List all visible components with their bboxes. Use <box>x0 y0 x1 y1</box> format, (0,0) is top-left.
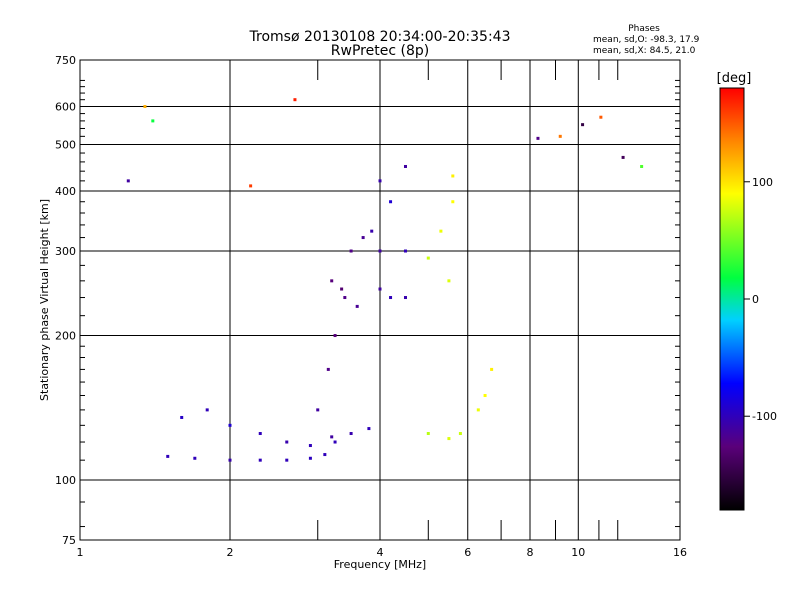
data-point <box>285 440 289 444</box>
data-point <box>483 394 487 398</box>
data-point <box>451 200 455 204</box>
stats-line-x: mean, sd,X: 84.5, 21.0 <box>593 46 696 56</box>
data-point <box>403 296 407 300</box>
data-point <box>389 200 393 204</box>
data-point <box>228 423 232 427</box>
data-point <box>378 249 382 253</box>
x-tick-label: 8 <box>527 546 534 559</box>
colorbar-tick-label: 100 <box>752 176 773 189</box>
data-point <box>258 432 262 436</box>
x-tick-label: 1 <box>77 546 84 559</box>
y-axis-label: Stationary phase Virtual Height [km] <box>38 199 51 401</box>
data-point <box>343 296 347 300</box>
chart-subtitle: RwPretec (8p) <box>331 43 429 59</box>
data-point <box>349 432 353 436</box>
x-tick-label: 16 <box>673 546 687 559</box>
x-tick-label: 6 <box>464 546 471 559</box>
data-point <box>447 279 451 283</box>
data-point <box>166 454 170 458</box>
data-point <box>180 415 184 419</box>
data-point <box>258 458 262 462</box>
grid <box>80 60 680 540</box>
data-point <box>378 179 382 183</box>
data-point <box>330 435 334 439</box>
data-point <box>476 408 480 412</box>
y-tick-label: 100 <box>55 474 76 487</box>
data-point <box>228 458 232 462</box>
data-point <box>193 456 197 460</box>
data-point <box>340 287 344 291</box>
colorbar-ticks: 100 0 -100 <box>744 176 777 423</box>
data-point <box>378 287 382 291</box>
tick-labels: 1 2 4 6 8 10 16 75 100 200 300 400 500 600 750 <box>55 54 687 559</box>
data-point <box>426 432 430 436</box>
plot-frame <box>79 59 681 541</box>
data-point <box>249 184 253 188</box>
data-point <box>458 432 462 436</box>
data-point <box>640 164 644 168</box>
colorbar-label: [deg] <box>717 71 752 86</box>
data-point <box>361 236 365 240</box>
colorbar <box>719 87 745 511</box>
stats-title: Phases <box>628 24 660 34</box>
data-point <box>355 304 359 308</box>
x-tick-label: 2 <box>227 546 234 559</box>
data-point <box>426 256 430 260</box>
data-point <box>330 279 334 283</box>
data-point <box>403 164 407 168</box>
y-tick-label: 75 <box>62 534 76 547</box>
stats-line-o: mean, sd,O: -98.3, 17.9 <box>593 35 700 45</box>
y-tick-label: 600 <box>55 101 76 114</box>
chart-title: Tromsø 20130108 20:34:00-20:35:43 <box>249 29 511 45</box>
data-point <box>599 115 603 119</box>
data-point <box>536 136 540 140</box>
data-point <box>581 123 585 127</box>
data-point <box>143 105 147 109</box>
y-tick-label: 400 <box>55 185 76 198</box>
data-point <box>403 249 407 253</box>
data-point <box>370 229 374 233</box>
data-point <box>367 427 371 431</box>
data-point <box>389 296 393 300</box>
y-tick-label: 750 <box>55 54 76 67</box>
data-point <box>621 155 625 159</box>
x-tick-label: 10 <box>571 546 585 559</box>
data-point <box>349 249 353 253</box>
data-point <box>490 367 494 371</box>
data-point <box>316 408 320 412</box>
data-point <box>439 229 443 233</box>
data-point <box>326 367 330 371</box>
data-point <box>151 119 155 123</box>
data-point <box>285 458 289 462</box>
data-point <box>308 456 312 460</box>
x-tick-label: 4 <box>377 546 384 559</box>
data-point <box>205 408 209 412</box>
y-tick-label: 500 <box>55 139 76 152</box>
y-tick-label: 200 <box>55 330 76 343</box>
data-point <box>126 179 130 183</box>
y-tick-label: 300 <box>55 245 76 258</box>
data-points <box>126 98 644 462</box>
data-point <box>447 437 451 441</box>
data-point <box>558 134 562 138</box>
colorbar-tick-label: 0 <box>752 293 759 306</box>
x-axis-label: Frequency [MHz] <box>334 558 426 571</box>
data-point <box>333 440 337 444</box>
data-point <box>451 174 455 178</box>
colorbar-tick-label: -100 <box>752 410 777 423</box>
data-point <box>333 334 337 338</box>
data-point <box>323 453 327 457</box>
data-point <box>293 98 297 102</box>
data-point <box>308 444 312 448</box>
